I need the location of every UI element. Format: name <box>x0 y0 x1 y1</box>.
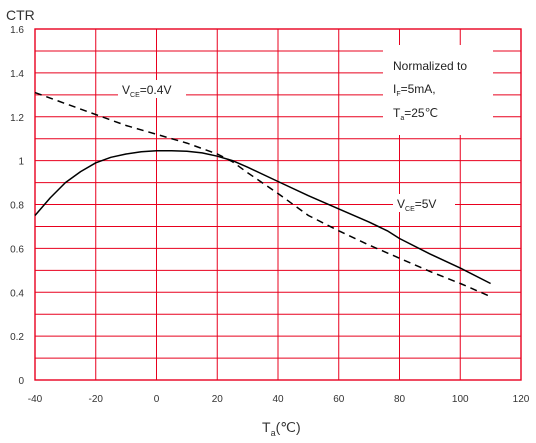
series-label-text: VCE=0.4V <box>122 83 171 99</box>
x-tick-label: -20 <box>89 394 104 405</box>
y-tick-label: 1.6 <box>10 25 24 36</box>
y-tick-label: 0.4 <box>10 288 24 299</box>
curves <box>34 91 491 298</box>
y-tick-label: 1.4 <box>10 69 24 80</box>
note-line2: IF=5mA, <box>393 82 436 98</box>
tick-labels: -40 -20 0 20 40 60 80 100 120 0 0.2 0.4 0.6 0.8 1 1.2 1.… <box>10 25 530 405</box>
series-label-vce-5v: VCE=5V <box>393 194 455 213</box>
x-tick-label: 60 <box>333 394 345 405</box>
series-line-1 <box>34 91 491 298</box>
x-tick-label: 80 <box>394 394 406 405</box>
y-tick-label: 1.2 <box>10 113 24 124</box>
y-tick-label: 0.6 <box>10 244 24 255</box>
note-line3: Ta=25℃ <box>393 106 438 122</box>
x-tick-label: -40 <box>28 394 43 405</box>
y-tick-label: 1 <box>18 157 24 168</box>
x-tick-label: 120 <box>513 394 530 405</box>
x-axis-title: Ta(℃) <box>262 419 301 438</box>
plot-border <box>34 28 522 381</box>
label-background <box>393 194 455 212</box>
series-label-text: VCE=5V <box>397 197 436 213</box>
series-line-0 <box>34 150 491 285</box>
x-tick-label: 0 <box>154 394 160 405</box>
normalization-note: Normalized to IF=5mA, Ta=25℃ <box>383 45 493 135</box>
x-tick-label: 20 <box>212 394 224 405</box>
y-tick-label: 0.2 <box>10 332 24 343</box>
y-tick-label: 0.8 <box>10 201 24 212</box>
label-background <box>118 80 186 98</box>
note-line1: Normalized to <box>393 59 467 73</box>
y-tick-label: 0 <box>18 376 24 387</box>
series-label-vce-0-4v: VCE=0.4V <box>118 80 186 99</box>
x-tick-label: 40 <box>272 394 284 405</box>
x-tick-label: 100 <box>452 394 469 405</box>
y-axis-title: CTR <box>6 7 35 23</box>
note-box <box>383 45 493 135</box>
